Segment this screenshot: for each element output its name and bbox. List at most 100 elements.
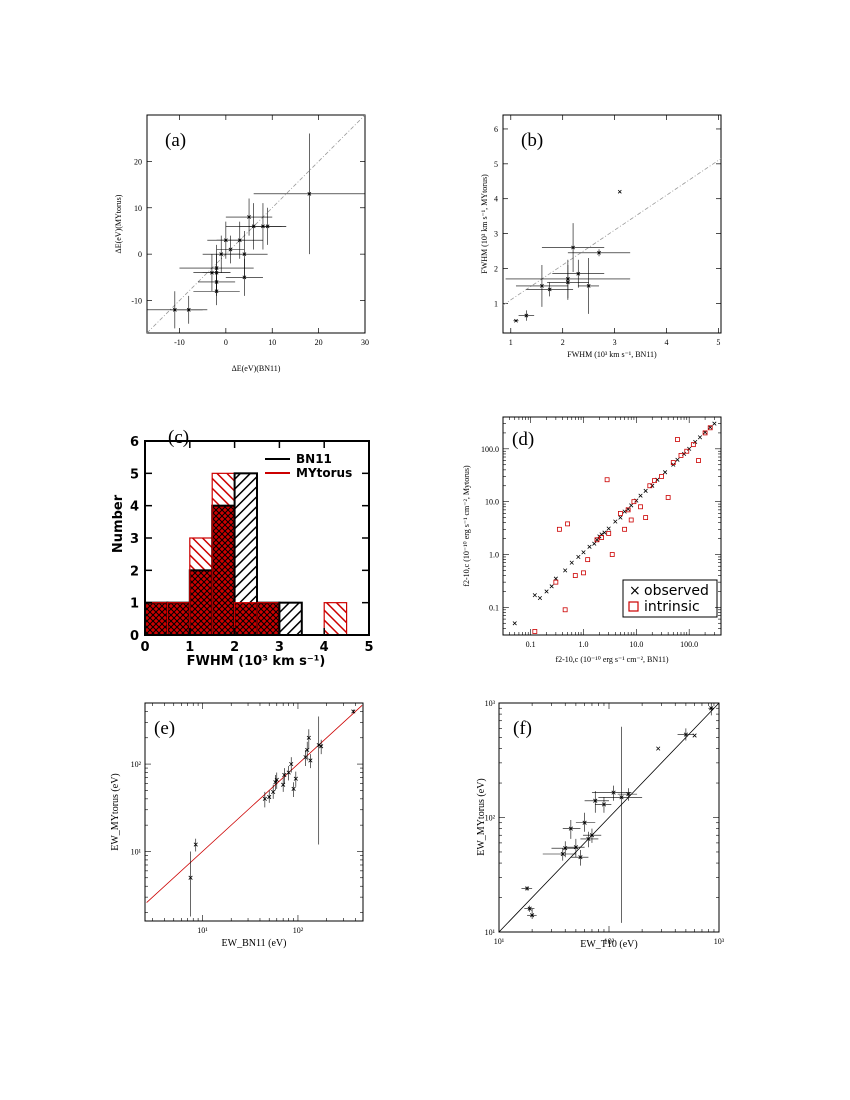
d-intrinsic-point-31 [707,425,713,431]
b-point-8 [586,284,591,288]
legend-marker-intrinsic [628,601,639,612]
panel-d-label: (d) [512,429,534,450]
a-ytick-label-0: -10 [131,297,142,306]
panel-b-label: (b) [521,130,543,151]
c-ytick-label-3: 3 [130,532,139,547]
a-ytick-label-3: 20 [134,157,142,166]
d-ytick-label-0: 0.1 [489,603,499,612]
d-observed-point-7 [569,560,574,565]
b-ytick-label-3: 4 [494,195,498,204]
f-point-13 [611,790,616,795]
d-observed-point-18 [618,515,623,520]
b-xtick-label-1: 2 [561,338,565,347]
d-observed-point-2 [537,595,543,601]
d-intrinsic-point-15 [625,507,631,513]
c-bar-overlap-0 [145,602,168,635]
e-point-18 [319,744,324,749]
e-point-16 [308,758,313,763]
e-point-12 [293,776,298,781]
panel-a-frame [146,114,366,334]
a-point-17 [307,191,312,196]
panel-b-xlabel: FWHM (10³ km s⁻¹, BN11) [567,350,657,359]
a-xtick-label-1: 0 [224,338,228,347]
a-one-to-one-line [146,114,366,334]
c-xtick-label-4: 4 [320,640,329,655]
f-point-14 [619,795,624,800]
d-intrinsic-point-16 [628,517,634,523]
d-intrinsic-point-22 [659,474,664,479]
d-observed-point-6 [563,568,568,573]
e-point-8 [282,772,287,778]
d-intrinsic-point-21 [652,478,657,484]
d-intrinsic-point-0 [532,629,538,634]
d-xtick-label-2: 10.0 [629,640,643,649]
d-intrinsic-point-12 [609,552,615,557]
f-point-7 [578,855,583,860]
e-point-1 [193,842,198,847]
d-intrinsic-point-26 [678,453,684,458]
d-observed-point-10 [587,544,592,549]
legend-label-mytorus: MYtorus [296,466,352,480]
e-point-17 [316,742,321,748]
a-point-6 [214,270,219,275]
d-ytick-label-2: 10.0 [485,498,499,507]
f-point-19 [709,706,714,711]
e-xtick-label-0: 10¹ [197,926,208,935]
e-point-2 [262,796,267,801]
d-observed-point-0 [512,621,517,626]
d-observed-point-4 [549,584,554,589]
panel-d-xlabel: f2-10,c (10⁻¹⁰ erg s⁻¹ cm⁻², BN11) [555,655,668,664]
d-intrinsic-point-10 [604,477,610,483]
f-xtick-label-2: 10³ [714,937,725,946]
c-bar-overlap-1 [167,602,190,635]
b-point-3 [547,287,552,292]
c-bar-excess-3 [212,473,235,506]
d-intrinsic-point-23 [665,495,671,500]
b-point-6 [571,245,575,250]
d-observed-point-23 [638,493,643,498]
d-observed-point-9 [581,550,586,555]
c-xtick-label-0: 0 [140,640,149,655]
d-xtick-label-0: 0.1 [526,640,536,649]
b-ytick-label-4: 5 [494,160,498,169]
panel-b-frame [502,114,722,334]
d-intrinsic-point-3 [562,607,568,613]
d-observed-point-12 [594,537,600,542]
d-observed-point-33 [697,435,703,440]
f-point-2 [530,913,535,918]
c-bar-overlap-3 [212,505,235,635]
d-intrinsic-point-4 [565,521,570,527]
panel-f-ylabel: EW_MYtorus (eV) [476,778,487,855]
f-point-3 [560,851,565,857]
a-ytick-label-1: 0 [138,250,142,259]
c-bar-excess-6 [279,602,302,635]
legend-marker-observed: × [629,583,641,599]
d-observed-point-31 [687,446,692,451]
e-point-14 [305,747,310,753]
a-xtick-label-2: 10 [268,338,276,347]
d-intrinsic-point-17 [631,499,637,505]
d-intrinsic-point-2 [556,526,562,532]
d-observed-point-29 [675,457,680,462]
panel-c-xlabel: FWHM (10³ km s⁻¹) [187,654,326,669]
panel-c-ylabel: Number [111,494,126,553]
f-ytick-label-0: 10¹ [485,928,496,937]
f-point-17 [683,732,688,737]
panel-c-chart: (c) FWHM (10³ km s⁻¹) Number BN11 MYtoru… [111,427,374,669]
c-bar-excess-8 [324,602,347,635]
d-observed-point-15 [602,530,607,535]
d-intrinsic-point-25 [675,437,680,442]
panel-e-frame [144,702,364,922]
b-point-10 [617,189,622,194]
d-observed-point-11 [592,541,597,546]
a-point-13 [247,215,251,219]
e-point-15 [306,735,311,740]
d-intrinsic-point-18 [638,504,643,510]
e-one-to-one-line [146,705,363,903]
d-observed-point-32 [693,439,698,445]
e-point-6 [274,777,279,782]
legend-label-intrinsic: intrinsic [644,599,700,615]
d-intrinsic-point-5 [572,573,578,578]
e-point-0 [188,875,193,880]
